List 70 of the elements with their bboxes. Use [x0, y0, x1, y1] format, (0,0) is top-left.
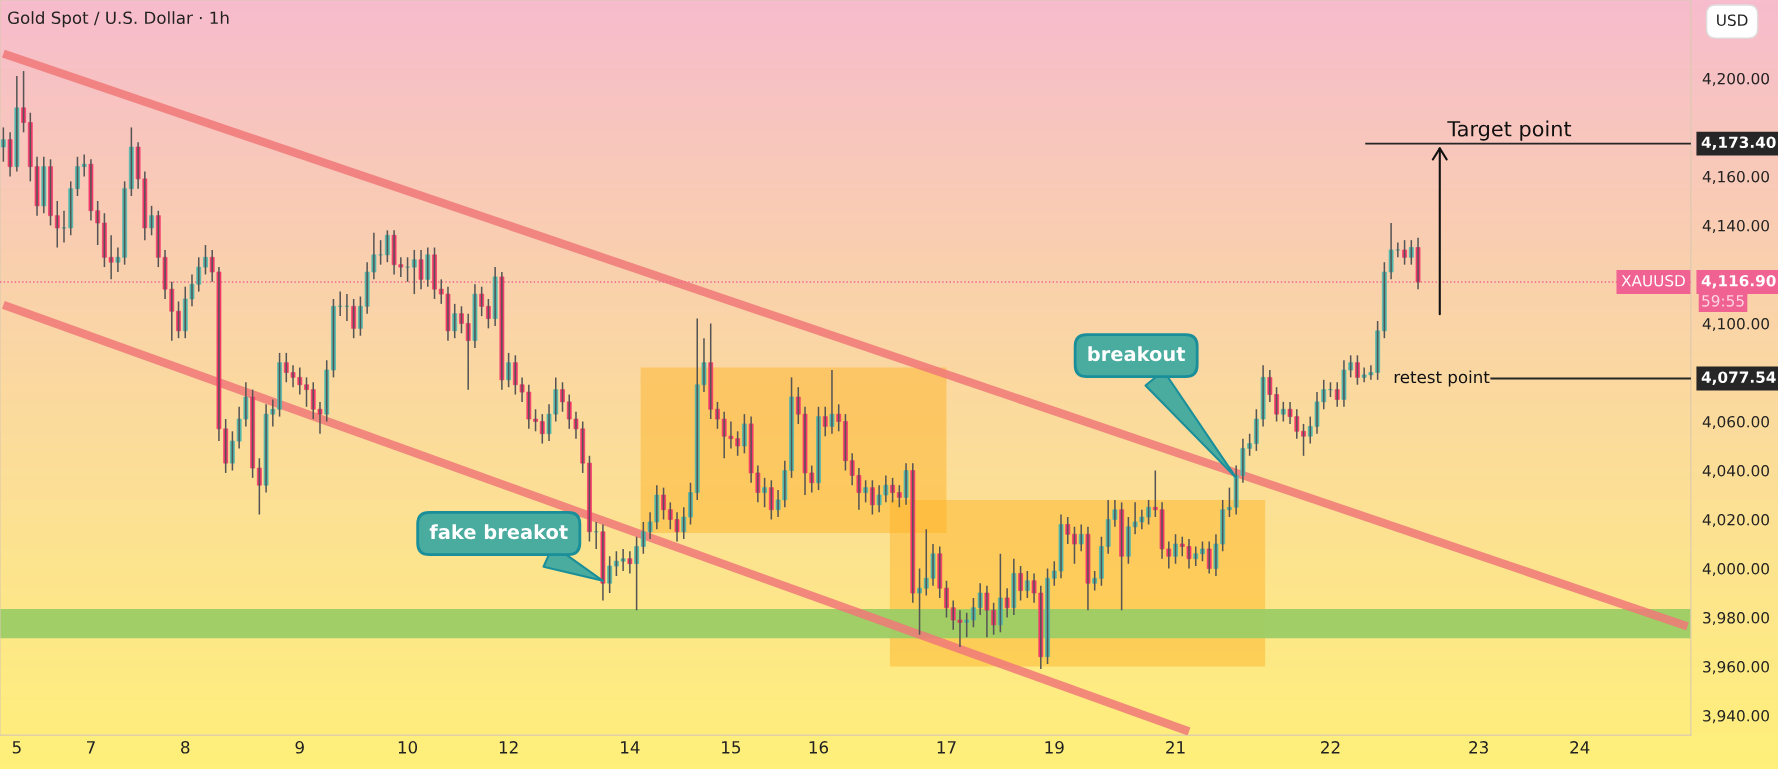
ref-line-label: 4,173.40	[1701, 136, 1776, 150]
x-tick-label: 14	[621, 741, 640, 754]
y-tick-label: 4,060.00	[1702, 415, 1770, 430]
candlestick	[149, 205, 154, 237]
x-tick-label: 7	[87, 741, 95, 754]
text: 59:55	[1702, 295, 1744, 307]
ref-line-label: 4,116.90	[1701, 274, 1776, 289]
candlestick	[405, 256, 410, 283]
x-tick-label: 24	[1570, 741, 1590, 754]
candlestick	[256, 457, 262, 516]
annotation: retest point	[1394, 370, 1490, 387]
candlestick	[378, 239, 383, 266]
x-tick-label: 16	[809, 741, 829, 754]
candlestick	[1408, 239, 1414, 266]
candlestick	[1200, 540, 1205, 562]
candlestick	[203, 244, 208, 276]
x-tick-label: 10	[398, 741, 418, 754]
candlestick	[863, 479, 869, 504]
candlestick	[1072, 526, 1077, 565]
candlestick	[1, 126, 6, 163]
candlestick	[1402, 239, 1407, 266]
annotation: fake breakot	[429, 524, 568, 540]
y-tick-label: 4,020.00	[1702, 513, 1770, 528]
candlestick	[1004, 587, 1010, 619]
candlestick	[917, 567, 922, 636]
candlestick	[742, 413, 747, 455]
candlestick	[411, 249, 417, 295]
annotation: XAUUSD	[1621, 274, 1685, 287]
x-tick-label: 21	[1166, 741, 1185, 754]
y-tick-label: 4,040.00	[1702, 464, 1770, 479]
x-tick-label: 8	[181, 741, 190, 754]
candlestick	[1024, 570, 1030, 599]
y-tick-label: 3,980.00	[1703, 612, 1770, 626]
candlestick	[607, 555, 613, 594]
candlestick	[1092, 570, 1098, 592]
y-tick-label: 4,160.00	[1702, 170, 1770, 185]
x-tick-label: 22	[1321, 741, 1340, 754]
candlestick	[459, 305, 464, 335]
text: Gold Spot / U.S. Dollar · 1h	[8, 11, 229, 28]
y-tick-label: 4,000.00	[1702, 562, 1770, 577]
candlestick	[533, 408, 538, 433]
candlestick	[1301, 423, 1306, 457]
x-tick-label: 15	[722, 741, 741, 754]
x-tick-label: 9	[295, 741, 304, 754]
candlestick	[1280, 401, 1286, 423]
candlestick	[715, 401, 720, 430]
candlestick	[762, 477, 767, 509]
text: USD	[1717, 14, 1748, 26]
candlestick	[1173, 533, 1178, 565]
candlestick	[829, 369, 835, 435]
x-tick-label: 23	[1469, 741, 1488, 754]
annotation: breakout	[1088, 346, 1186, 362]
candlestick	[627, 550, 633, 575]
candlestick	[304, 376, 309, 408]
x-tick-label: 12	[499, 741, 518, 754]
annotation: Target point	[1447, 120, 1572, 141]
candlestick	[964, 611, 970, 638]
y-tick-label: 4,200.00	[1702, 72, 1770, 86]
y-tick-label: 3,960.00	[1703, 661, 1770, 675]
candlestick	[836, 403, 842, 433]
x-tick-label: 19	[1045, 741, 1064, 754]
y-tick-label: 3,940.00	[1703, 710, 1770, 724]
y-tick-label: 4,140.00	[1702, 219, 1770, 234]
x-tick-label: 17	[937, 741, 956, 754]
candlestick	[896, 484, 902, 509]
candlestick	[560, 381, 565, 413]
ref-line-label: 4,077.54	[1701, 371, 1776, 385]
candlestick	[479, 285, 485, 317]
x-tick-label: 5	[12, 741, 21, 754]
y-tick-label: 4,100.00	[1702, 317, 1770, 332]
